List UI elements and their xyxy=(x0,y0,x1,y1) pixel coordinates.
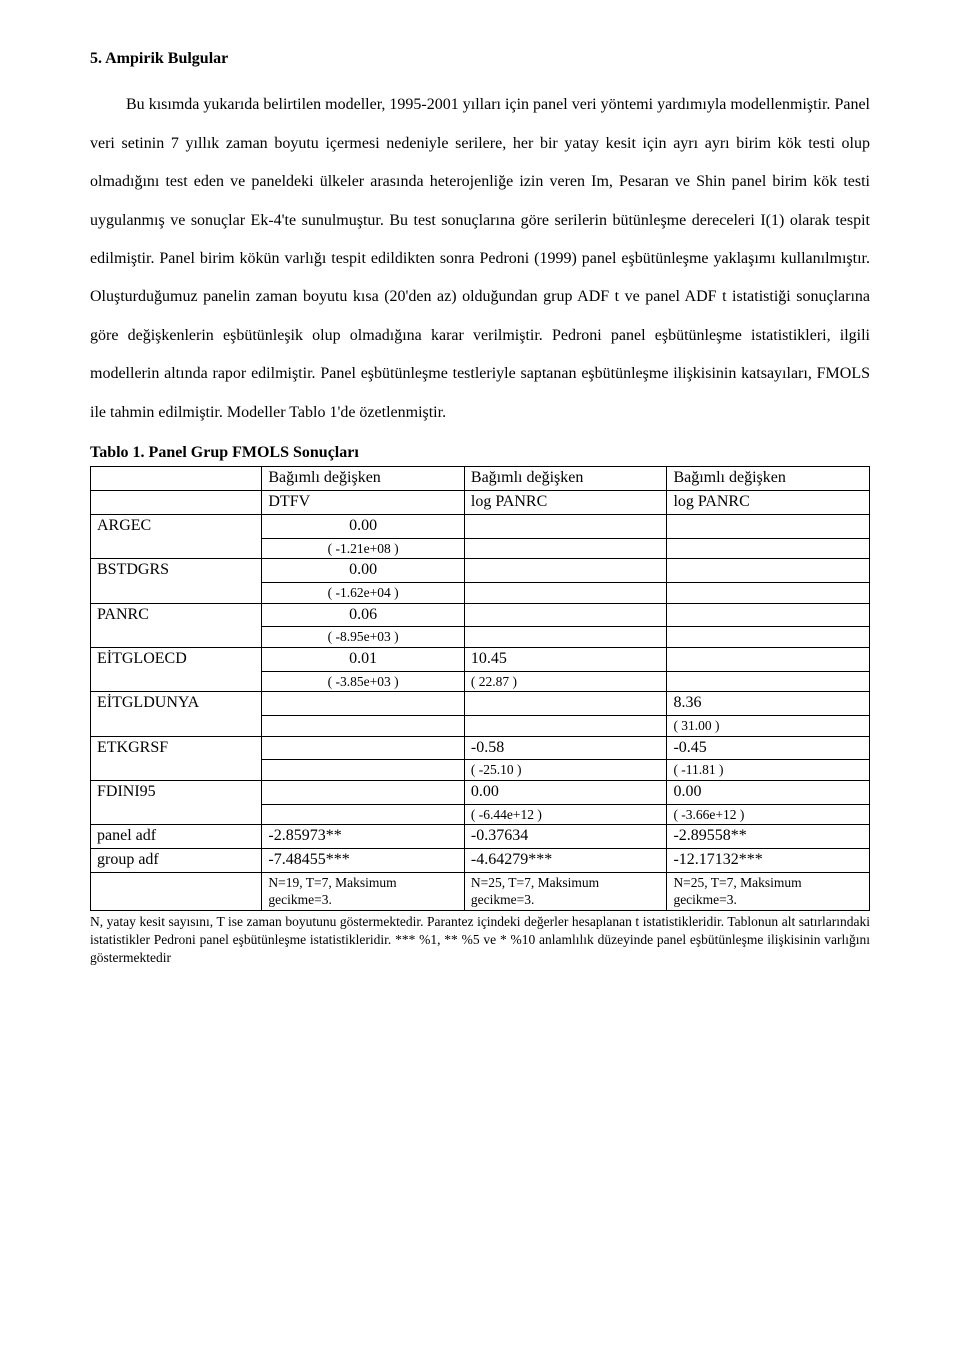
table-row: EİTGLOECD 0.01 10.45 xyxy=(91,647,870,671)
cell-value xyxy=(464,514,667,538)
dep-var-name: DTFV xyxy=(262,491,465,515)
cell-value xyxy=(464,603,667,627)
cell-value: -4.64279*** xyxy=(464,849,667,873)
cell-value xyxy=(667,559,870,583)
section-heading: 5. Ampirik Bulgular xyxy=(90,40,870,78)
table-row: BSTDGRS 0.00 xyxy=(91,559,870,583)
cell-value: -0.37634 xyxy=(464,825,667,849)
cell-tstat xyxy=(262,804,465,825)
cell-tstat: ( -3.85e+03 ) xyxy=(262,671,465,692)
dep-var-label: Bağımlı değişken xyxy=(464,467,667,491)
table-row: ETKGRSF -0.58 -0.45 xyxy=(91,736,870,760)
results-table: Bağımlı değişken Bağımlı değişken Bağıml… xyxy=(90,466,870,911)
cell-value: 0.00 xyxy=(262,514,465,538)
row-label: panel adf xyxy=(91,825,262,849)
cell-tstat xyxy=(667,627,870,648)
cell-tstat xyxy=(464,583,667,604)
cell-value: 0.01 xyxy=(262,647,465,671)
cell-value: -2.85973** xyxy=(262,825,465,849)
table-row: PANRC 0.06 xyxy=(91,603,870,627)
dep-var-name: log PANRC xyxy=(464,491,667,515)
cell-value xyxy=(667,647,870,671)
dep-var-label: Bağımlı değişken xyxy=(262,467,465,491)
row-label: ARGEC xyxy=(91,514,262,558)
cell-value xyxy=(262,736,465,760)
row-label: PANRC xyxy=(91,603,262,647)
table-row: N=19, T=7, Maksimum gecikme=3. N=25, T=7… xyxy=(91,872,870,910)
cell-tstat: ( -1.62e+04 ) xyxy=(262,583,465,604)
cell-tstat xyxy=(464,716,667,737)
cell-note: N=25, T=7, Maksimum gecikme=3. xyxy=(667,872,870,910)
cell-value: -12.17132*** xyxy=(667,849,870,873)
cell-tstat: ( -8.95e+03 ) xyxy=(262,627,465,648)
cell-value xyxy=(262,692,465,716)
cell-tstat xyxy=(667,671,870,692)
row-label: group adf xyxy=(91,849,262,873)
row-label: BSTDGRS xyxy=(91,559,262,603)
cell-value: 0.00 xyxy=(464,780,667,804)
row-label: FDINI95 xyxy=(91,780,262,824)
cell-value xyxy=(667,603,870,627)
cell-tstat xyxy=(262,716,465,737)
cell-tstat: ( -1.21e+08 ) xyxy=(262,538,465,559)
row-label: ETKGRSF xyxy=(91,736,262,780)
table-row: ARGEC 0.00 xyxy=(91,514,870,538)
cell-value: -2.89558** xyxy=(667,825,870,849)
cell-value: 0.06 xyxy=(262,603,465,627)
cell-note: N=25, T=7, Maksimum gecikme=3. xyxy=(464,872,667,910)
dep-var-label: Bağımlı değişken xyxy=(667,467,870,491)
cell-tstat xyxy=(262,760,465,781)
cell-value xyxy=(667,514,870,538)
cell-value: -0.45 xyxy=(667,736,870,760)
paragraph-body: Bu kısımda yukarıda belirtilen modeller,… xyxy=(90,86,870,432)
cell-tstat: ( -3.66e+12 ) xyxy=(667,804,870,825)
row-label: EİTGLDUNYA xyxy=(91,692,262,736)
table-title: Tablo 1. Panel Grup FMOLS Sonuçları xyxy=(90,442,870,464)
cell-tstat xyxy=(667,538,870,559)
table-header-row: Bağımlı değişken Bağımlı değişken Bağıml… xyxy=(91,467,870,491)
table-row: panel adf -2.85973** -0.37634 -2.89558** xyxy=(91,825,870,849)
cell-value: -0.58 xyxy=(464,736,667,760)
table-footnote: N, yatay kesit sayısını, T ise zaman boy… xyxy=(90,913,870,968)
cell-value: 0.00 xyxy=(667,780,870,804)
cell-value xyxy=(464,559,667,583)
cell-tstat xyxy=(667,583,870,604)
cell-value: -7.48455*** xyxy=(262,849,465,873)
cell-tstat: ( 31.00 ) xyxy=(667,716,870,737)
cell-value: 0.00 xyxy=(262,559,465,583)
table-row: FDINI95 0.00 0.00 xyxy=(91,780,870,804)
cell-value xyxy=(464,692,667,716)
cell-tstat: ( -25.10 ) xyxy=(464,760,667,781)
cell-tstat: ( 22.87 ) xyxy=(464,671,667,692)
cell-value: 10.45 xyxy=(464,647,667,671)
table-row: group adf -7.48455*** -4.64279*** -12.17… xyxy=(91,849,870,873)
cell-value xyxy=(262,780,465,804)
cell-note: N=19, T=7, Maksimum gecikme=3. xyxy=(262,872,465,910)
table-header-row: DTFV log PANRC log PANRC xyxy=(91,491,870,515)
cell-tstat xyxy=(464,627,667,648)
cell-tstat: ( -11.81 ) xyxy=(667,760,870,781)
cell-value: 8.36 xyxy=(667,692,870,716)
dep-var-name: log PANRC xyxy=(667,491,870,515)
table-row: EİTGLDUNYA 8.36 xyxy=(91,692,870,716)
cell-tstat xyxy=(464,538,667,559)
cell-tstat: ( -6.44e+12 ) xyxy=(464,804,667,825)
row-label: EİTGLOECD xyxy=(91,647,262,691)
